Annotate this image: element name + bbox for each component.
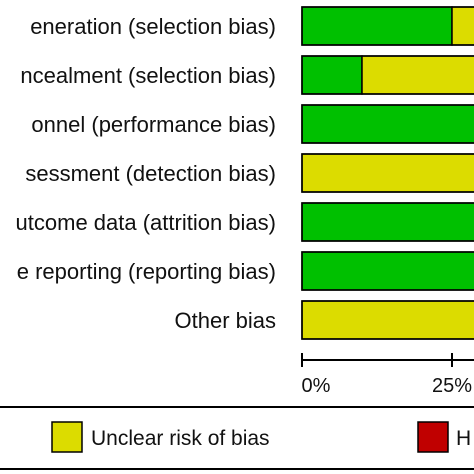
category-label: eneration (selection bias): [30, 14, 276, 39]
bar-outline: [301, 153, 474, 193]
bar-outline: [301, 300, 474, 340]
x-tick-label: 25%: [432, 375, 472, 397]
bar-segment-low-risk-of-bias: [301, 6, 453, 46]
category-labels: eneration (selection bias) ncealment (sel…: [16, 14, 276, 333]
legend: Unclear risk of bias H: [0, 406, 474, 470]
category-label: e reporting (reporting bias): [17, 259, 276, 284]
category-label: onnel (performance bias): [31, 112, 276, 137]
bar-segment-unclear-risk-of-bias: [301, 300, 474, 340]
legend-swatch: [51, 421, 83, 453]
bar-segment-low-risk-of-bias: [301, 104, 474, 144]
bar-segment-low-risk-of-bias: [301, 55, 363, 95]
legend-label: Unclear risk of bias: [91, 427, 270, 450]
bar-outline: [301, 55, 474, 95]
legend-label: H: [456, 427, 471, 450]
legend-swatch: [417, 421, 449, 453]
category-label: utcome data (attrition bias): [16, 210, 276, 235]
x-axis: 0%25%50%75%100%: [301, 353, 474, 397]
bar-segment-low-risk-of-bias: [301, 251, 474, 291]
bar-outline: [301, 6, 474, 46]
category-label: ncealment (selection bias): [20, 63, 276, 88]
bar-segment-unclear-risk-of-bias: [361, 55, 474, 95]
bar-segment-unclear-risk-of-bias: [451, 6, 474, 46]
bar-segment-unclear-risk-of-bias: [301, 153, 474, 193]
category-label: Other bias: [175, 308, 277, 333]
bar-outline: [301, 104, 474, 144]
bars: [301, 6, 474, 340]
bar-outline: [301, 251, 474, 291]
bar-outline: [301, 202, 474, 242]
bar-segment-low-risk-of-bias: [301, 202, 474, 242]
category-label: sessment (detection bias): [25, 161, 276, 186]
x-tick-label: 0%: [302, 375, 331, 397]
